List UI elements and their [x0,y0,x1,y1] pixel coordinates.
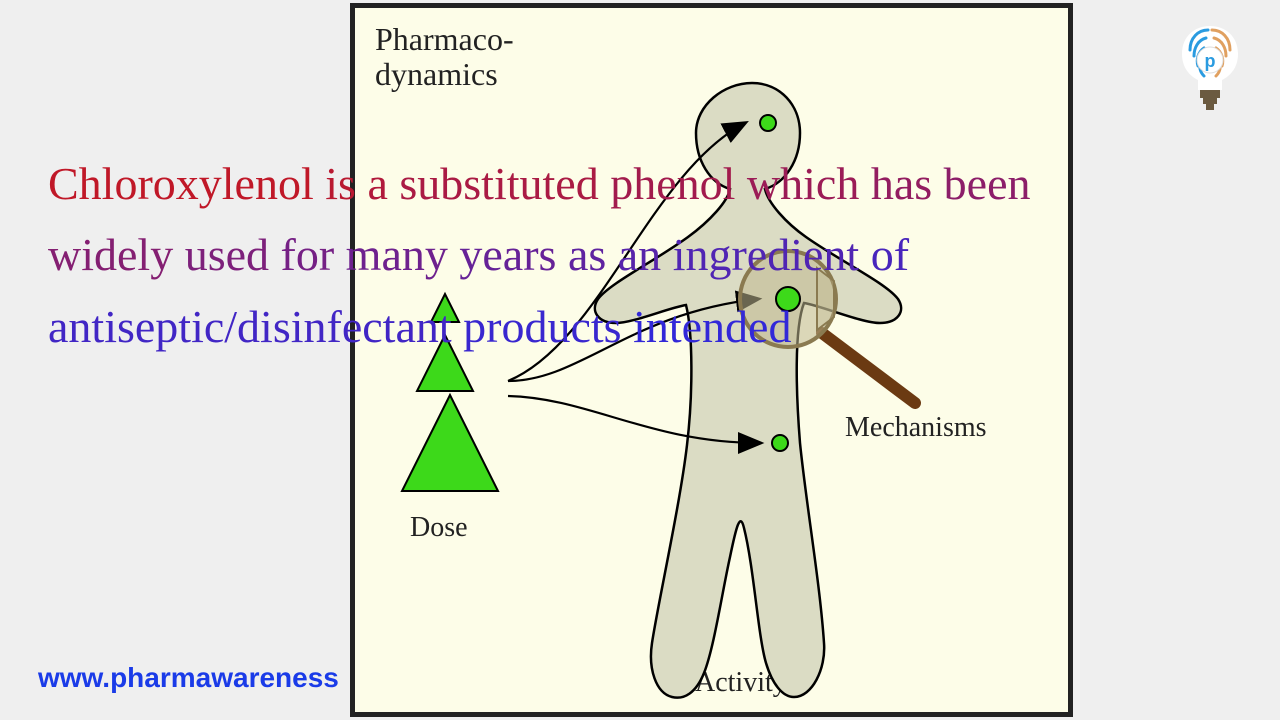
overlay-word: been [944,158,1031,209]
overlay-word: substituted [399,158,610,209]
overlay-paragraph: Chloroxylenol is a substituted phenol wh… [48,148,1098,362]
svg-text:p: p [1205,51,1216,71]
overlay-word: intended [633,301,791,352]
overlay-word: an [618,229,673,280]
logo-svg: p [1170,18,1250,118]
overlay-word: ingredient [673,229,871,280]
overlay-word: a [367,158,399,209]
overlay-word: Chloroxylenol [48,158,325,209]
overlay-word: many [346,229,460,280]
overlay-word: phenol [610,158,747,209]
logo: p [1170,18,1250,118]
overlay-word: of [871,229,909,280]
overlay-word: antiseptic/disinfectant [48,301,463,352]
overlay-word: years [459,229,568,280]
overlay-word: products [463,301,633,352]
overlay-word: has [871,158,944,209]
overlay-word: as [568,229,618,280]
overlay-word: widely [48,229,185,280]
url-text: www.pharmawareness [38,662,339,694]
overlay-word: is [325,158,367,209]
overlay-word: for [281,229,346,280]
overlay-word: used [185,229,281,280]
overlay-word: which [747,158,871,209]
